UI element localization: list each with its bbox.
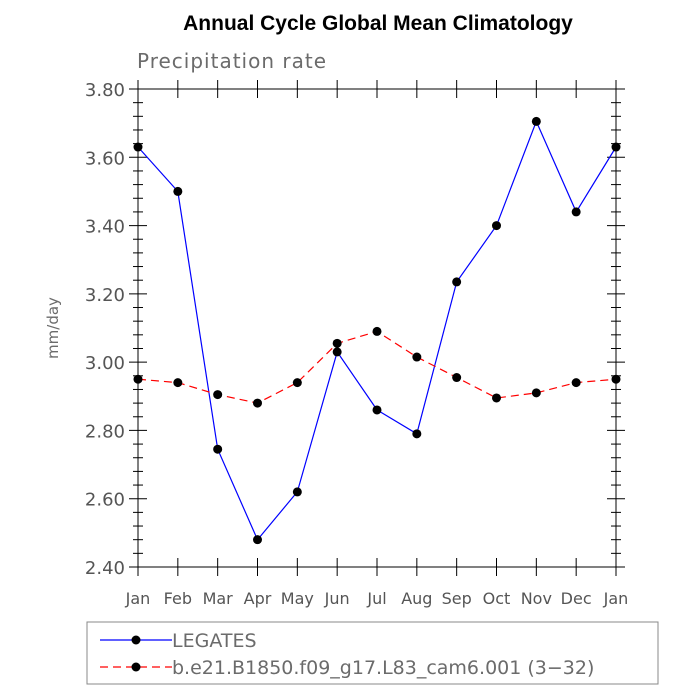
- y-tick-label: 3.40: [85, 217, 125, 238]
- data-point: [412, 429, 422, 439]
- series-line: [137, 330, 617, 404]
- data-series: [133, 116, 621, 545]
- x-tick-label: Jul: [366, 589, 386, 608]
- data-point: [531, 388, 541, 398]
- series-1: [133, 116, 621, 545]
- legend-marker: [131, 635, 141, 645]
- data-point: [292, 487, 302, 497]
- y-tick-label: 3.60: [85, 148, 125, 169]
- data-point: [452, 277, 462, 287]
- data-point: [571, 207, 581, 217]
- x-tick-labels: Jan Feb Mar Apr May Jun Jul Aug Sep Oct Nov Dec Jan: [125, 589, 629, 608]
- data-point: [133, 142, 143, 152]
- x-tick-label: Nov: [521, 589, 552, 608]
- legend-label: LEGATES: [172, 630, 257, 652]
- data-point: [492, 221, 501, 231]
- x-tick-label: Mar: [203, 589, 234, 608]
- y-tick-label: 2.60: [85, 490, 125, 511]
- data-point: [213, 390, 223, 400]
- data-point: [133, 374, 143, 384]
- legend: LEGATES b.e21.B1850.f09_g17.L83_cam6.001 …: [86, 621, 659, 685]
- data-point: [571, 378, 581, 388]
- data-point: [531, 116, 541, 126]
- y-tick-label: 2.80: [85, 421, 125, 442]
- data-point: [492, 393, 501, 403]
- data-point: [611, 142, 621, 152]
- legend-box: [86, 621, 659, 685]
- x-tick-label: May: [281, 589, 314, 608]
- chart-title: Annual Cycle Global Mean Climatology: [183, 12, 573, 35]
- data-point: [452, 373, 462, 383]
- data-point: [372, 326, 382, 336]
- data-point: [611, 374, 621, 384]
- legend-items: LEGATES b.e21.B1850.f09_g17.L83_cam6.001 …: [100, 630, 594, 679]
- x-tick-label: Feb: [164, 589, 192, 608]
- y-tick-label: 3.80: [85, 80, 125, 101]
- y-tick-label: 2.40: [85, 558, 125, 579]
- x-tick-label: Apr: [244, 589, 272, 608]
- x-tick-label: Dec: [561, 589, 592, 608]
- y-tick-labels: 2.40 2.60 2.80 3.00 3.20 3.40 3.60 3.80: [85, 80, 125, 579]
- x-tick-label: Jun: [324, 589, 350, 608]
- series-2: [133, 326, 621, 408]
- x-tick-label: Jan: [603, 589, 629, 608]
- data-point: [173, 378, 183, 388]
- data-point: [332, 338, 342, 348]
- legend-item: b.e21.B1850.f09_g17.L83_cam6.001 (3−32): [100, 657, 594, 679]
- data-point: [213, 444, 223, 454]
- y-axis-label: mm/day: [44, 297, 62, 359]
- legend-label: b.e21.B1850.f09_g17.L83_cam6.001 (3−32): [172, 657, 594, 679]
- data-point: [253, 398, 262, 408]
- legend-marker: [131, 662, 141, 672]
- data-point: [173, 186, 183, 196]
- data-point: [253, 535, 262, 545]
- data-point: [332, 347, 342, 357]
- axis-ticks: [129, 80, 625, 576]
- chart-subtitle: Precipitation rate: [137, 49, 327, 73]
- y-tick-label: 3.20: [85, 285, 125, 306]
- data-point: [372, 405, 382, 415]
- legend-item: LEGATES: [100, 630, 257, 652]
- x-tick-label: Jan: [125, 589, 151, 608]
- y-tick-label: 3.00: [85, 353, 125, 374]
- x-tick-label: Aug: [401, 589, 432, 608]
- data-point: [412, 352, 422, 362]
- x-tick-label: Oct: [483, 589, 511, 608]
- data-point: [292, 378, 302, 388]
- x-tick-label: Sep: [442, 589, 472, 608]
